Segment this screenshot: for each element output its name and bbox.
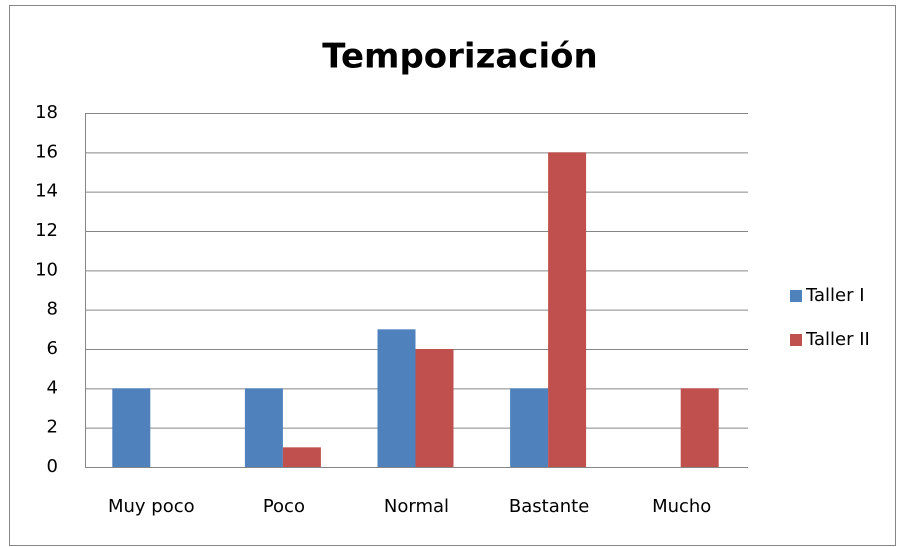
bar	[377, 329, 416, 467]
y-tick-label: 10	[35, 259, 58, 280]
chart-title: Temporización	[322, 37, 597, 77]
y-tick-label: 4	[47, 377, 58, 398]
y-tick-label: 16	[35, 141, 58, 162]
bar	[510, 388, 549, 467]
legend-label: Taller II	[805, 329, 870, 350]
x-tick-label: Muy poco	[108, 496, 195, 517]
legend-swatch	[790, 334, 802, 346]
bar	[548, 152, 587, 468]
legend-swatch	[790, 290, 802, 302]
legend-label: Taller I	[805, 285, 865, 306]
y-tick-label: 12	[35, 220, 58, 241]
bar	[112, 388, 151, 467]
y-tick-label: 0	[47, 456, 58, 477]
bar	[415, 349, 454, 467]
x-tick-label: Bastante	[509, 496, 589, 517]
y-tick-label: 2	[47, 417, 58, 438]
x-tick-label: Normal	[384, 496, 449, 517]
y-tick-label: 6	[47, 338, 58, 359]
x-tick-label: Poco	[263, 496, 305, 517]
x-tick-label: Mucho	[652, 496, 711, 517]
bar	[680, 388, 719, 467]
bar	[244, 388, 283, 467]
y-tick-label: 18	[35, 102, 58, 123]
y-tick-label: 8	[47, 299, 58, 320]
bar	[282, 447, 321, 467]
y-tick-label: 14	[35, 181, 58, 202]
